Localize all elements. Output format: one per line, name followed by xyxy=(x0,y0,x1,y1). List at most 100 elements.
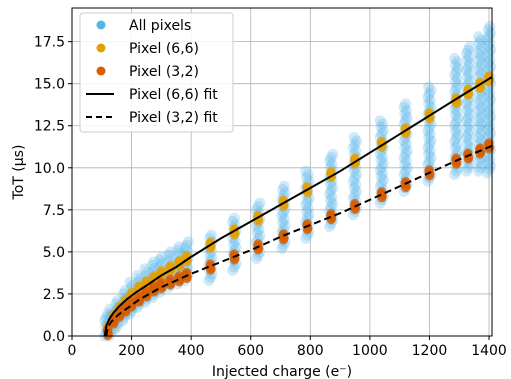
y-tick-label: 10.0 xyxy=(34,161,65,177)
x-tick-label: 800 xyxy=(297,343,324,359)
all-pixels-point xyxy=(400,105,412,117)
all-pixels-point xyxy=(228,212,240,224)
all-pixels-point xyxy=(254,197,266,209)
all-pixels-point xyxy=(484,87,496,99)
all-pixels-point xyxy=(423,132,435,144)
all-pixels-point xyxy=(377,125,389,137)
all-pixels-point xyxy=(423,148,435,160)
all-pixels-point xyxy=(464,125,476,137)
all-pixels-point xyxy=(351,169,363,181)
all-pixels-point xyxy=(156,257,168,269)
legend-label-pixel-32: Pixel (3,2) xyxy=(129,64,199,80)
all-pixels-point xyxy=(165,252,177,264)
all-pixels-point xyxy=(350,179,362,191)
all-pixels-point xyxy=(449,119,461,131)
pixel-32-point xyxy=(134,297,144,307)
all-pixels-point xyxy=(251,253,263,265)
all-pixels-point xyxy=(484,21,496,33)
all-pixels-point xyxy=(485,27,497,39)
all-pixels-point xyxy=(450,165,462,177)
all-pixels-point xyxy=(482,107,494,119)
all-pixels-point xyxy=(475,51,487,63)
y-axis-label: ToT (µs) xyxy=(11,145,27,201)
all-pixels-point xyxy=(325,152,337,164)
y-tick-label: 0.0 xyxy=(43,329,65,345)
all-pixels-point xyxy=(398,152,410,164)
all-pixels-point xyxy=(461,47,473,59)
all-pixels-point xyxy=(464,58,476,70)
all-pixels-point xyxy=(449,69,461,81)
all-pixels-point xyxy=(278,180,290,192)
all-pixels-point xyxy=(450,132,462,144)
pixel-32-point xyxy=(451,159,461,169)
all-pixels-point xyxy=(481,34,493,46)
all-pixels-point xyxy=(473,121,485,133)
all-pixels-point xyxy=(398,101,410,113)
all-pixels-point xyxy=(476,125,488,137)
all-pixels-point xyxy=(450,82,462,94)
all-pixels-point xyxy=(173,241,185,253)
all-pixels-point xyxy=(463,135,475,147)
all-pixels-point xyxy=(424,95,436,107)
all-pixels-point xyxy=(425,152,437,164)
x-tick-label: 1200 xyxy=(412,343,448,359)
all-pixels-point xyxy=(139,263,151,275)
all-pixels-point xyxy=(423,155,435,167)
legend-label-all-pixels: All pixels xyxy=(129,18,191,34)
pixel-66-fit-line xyxy=(103,76,493,337)
all-pixels-point xyxy=(461,165,473,177)
all-pixels-point xyxy=(472,64,484,76)
all-pixels-point xyxy=(324,155,336,167)
all-pixels-point xyxy=(449,76,461,88)
x-tick-label: 200 xyxy=(118,343,145,359)
all-pixels-point xyxy=(484,104,496,116)
x-axis-label: Injected charge (e⁻) xyxy=(212,364,352,379)
all-pixels-point xyxy=(325,185,337,197)
all-pixels-point xyxy=(461,132,473,144)
all-pixels-point xyxy=(375,121,387,133)
legend-label-pixel-32-fit: Pixel (3,2) fit xyxy=(129,110,218,126)
all-pixels-point xyxy=(482,157,494,169)
all-pixels-point xyxy=(476,58,488,70)
all-pixels-point xyxy=(449,52,461,64)
all-pixels-point xyxy=(348,132,360,144)
all-pixels-point xyxy=(347,142,359,154)
all-pixels-point xyxy=(485,94,497,106)
all-pixels-point xyxy=(324,194,336,206)
all-pixels-point xyxy=(351,135,363,147)
all-pixels-point xyxy=(451,139,463,151)
all-pixels-point xyxy=(485,44,497,56)
all-pixels-point xyxy=(423,98,435,110)
all-pixels-point xyxy=(376,161,388,173)
x-axis: 0 200 400 600 800 1000 1200 1400 xyxy=(68,336,507,359)
all-pixels-point xyxy=(461,115,473,127)
all-pixels-point xyxy=(300,165,312,177)
y-tick-label: 2.5 xyxy=(43,287,65,303)
all-pixels-point xyxy=(377,158,389,170)
all-pixels-point xyxy=(473,54,485,66)
all-pixels-point xyxy=(252,200,264,212)
all-pixels-point xyxy=(277,216,289,228)
all-pixels-point xyxy=(423,88,435,100)
y-tick-label: 7.5 xyxy=(43,203,65,219)
all-pixels-point xyxy=(462,111,474,123)
all-pixels-point xyxy=(482,124,494,136)
pixel-32-point xyxy=(401,183,411,193)
all-pixels-point xyxy=(301,195,313,207)
all-pixels-point xyxy=(484,120,496,132)
all-pixels-point xyxy=(423,121,435,133)
all-pixels-point xyxy=(463,51,475,63)
all-pixels-point xyxy=(452,79,464,91)
all-pixels-point xyxy=(475,101,487,113)
all-pixels-point xyxy=(476,91,488,103)
all-pixels-point xyxy=(472,132,484,144)
all-pixels-point xyxy=(464,108,476,120)
all-pixels-point xyxy=(154,254,166,266)
all-pixels-point xyxy=(400,138,412,150)
all-pixels-point xyxy=(301,172,313,184)
legend-marker-pixel-66 xyxy=(96,43,106,53)
all-pixels-point xyxy=(461,71,473,83)
all-pixels-point xyxy=(476,41,488,53)
legend-box xyxy=(79,12,234,133)
